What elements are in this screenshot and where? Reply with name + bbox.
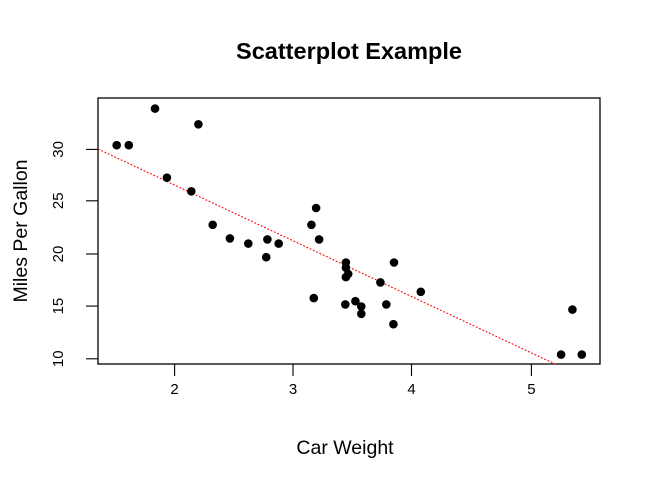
svg-text:Miles Per Gallon: Miles Per Gallon bbox=[10, 159, 32, 302]
svg-text:20: 20 bbox=[50, 246, 67, 263]
svg-text:Car Weight: Car Weight bbox=[296, 437, 394, 459]
svg-text:30: 30 bbox=[50, 141, 67, 158]
svg-text:Scatterplot Example: Scatterplot Example bbox=[236, 38, 462, 64]
svg-text:25: 25 bbox=[50, 192, 67, 209]
svg-text:3: 3 bbox=[289, 381, 297, 398]
svg-text:10: 10 bbox=[50, 350, 67, 367]
svg-text:5: 5 bbox=[527, 381, 535, 398]
svg-text:2: 2 bbox=[170, 381, 178, 398]
svg-text:15: 15 bbox=[50, 298, 67, 315]
svg-text:4: 4 bbox=[407, 381, 415, 398]
